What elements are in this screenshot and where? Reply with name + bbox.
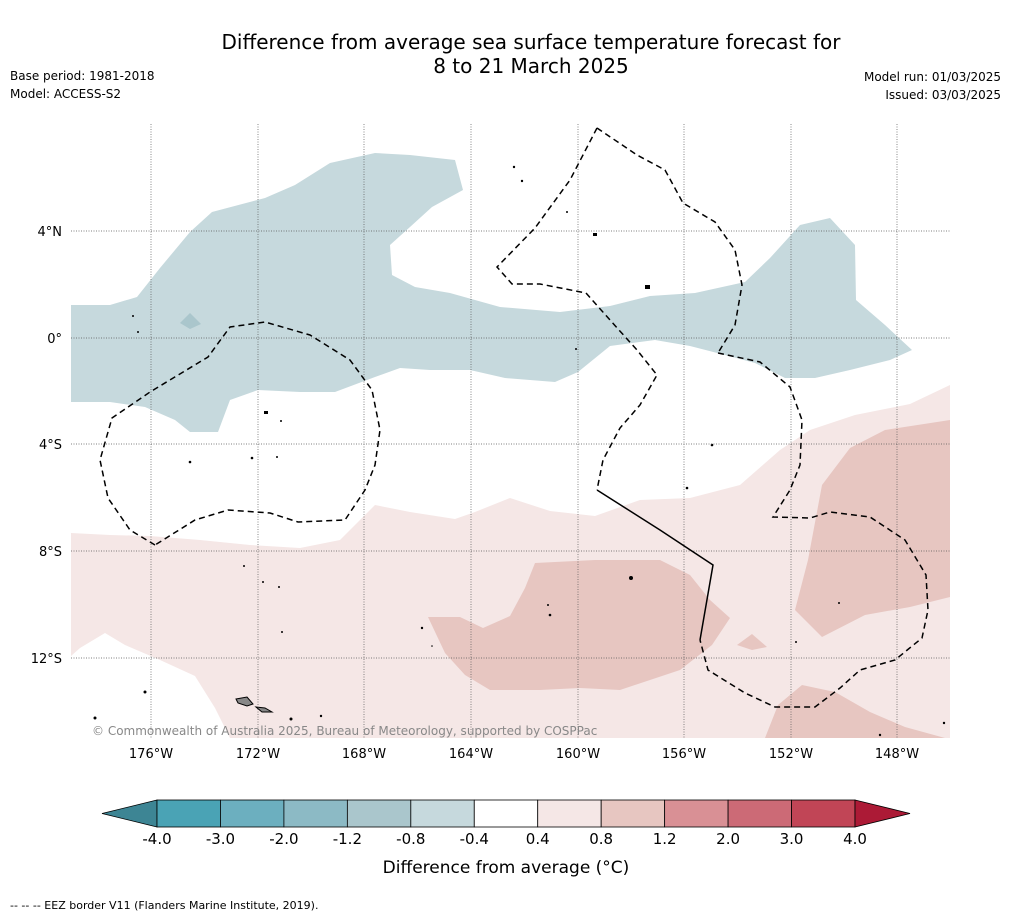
- gridlines: [71, 124, 950, 738]
- colorbar-segment: [346, 799, 412, 828]
- colorbar-tick-label: 3.0: [780, 830, 804, 848]
- colorbar-segment: [410, 799, 475, 828]
- eez-border-cooks: [699, 352, 929, 708]
- meta-right: Model run: 01/03/2025 Issued: 03/03/2025: [864, 68, 1001, 104]
- base-period: Base period: 1981-2018: [10, 69, 155, 83]
- lon-label-172w: 172°W: [236, 747, 280, 762]
- colorbar-tick-label: -0.4: [460, 830, 489, 848]
- lon-label-160w: 160°W: [556, 747, 600, 762]
- island-samoa-savaii: [235, 696, 254, 707]
- cool-anomaly-patch: [180, 313, 201, 329]
- lon-label-156w: 156°W: [662, 747, 706, 762]
- colorbar-tick-label: 1.2: [653, 830, 677, 848]
- lon-label-152w: 152°W: [769, 747, 813, 762]
- latitude-labels: 4°N 0° 4°S 8°S 12°S: [31, 225, 62, 667]
- lat-label-0: 0°: [47, 332, 62, 347]
- colorbar-tick-label: -2.0: [269, 830, 298, 848]
- lon-label-164w: 164°W: [449, 747, 493, 762]
- lat-label-8s: 8°S: [39, 545, 62, 560]
- island-samoa-upolu: [254, 706, 274, 713]
- title-line-2: 8 to 21 March 2025: [433, 54, 629, 78]
- meta-left: Base period: 1981-2018 Model: ACCESS-S2: [10, 67, 155, 103]
- eez-legend-note: -- -- -- EEZ border V11 (Flanders Marine…: [10, 899, 319, 912]
- colorbar-segments: [156, 799, 856, 828]
- colorbar-tick-label: 4.0: [843, 830, 867, 848]
- model-name: Model: ACCESS-S2: [10, 87, 122, 101]
- colorbar-segment: [537, 799, 602, 828]
- colorbar: -4.0 -3.0 -2.0 -1.2 -0.8 -0.4 0.4 0.8 1.2 2.0 3.0 4…: [101, 799, 911, 878]
- map-area: © Commonwealth of Australia 2025, Bureau…: [71, 124, 950, 738]
- islands: [93, 165, 946, 737]
- colorbar-segment: [791, 799, 856, 828]
- eez-border-phoenix: [596, 127, 743, 354]
- warm-anomaly-patch-southeast: [765, 685, 945, 738]
- issued-date: Issued: 03/03/2025: [885, 88, 1001, 102]
- colorbar-tick-label: 2.0: [716, 830, 740, 848]
- colorbar-segment: [283, 799, 348, 828]
- warm-anomaly-patch-small: [737, 634, 767, 650]
- colorbar-segment: [727, 799, 792, 828]
- title-line-1: Difference from average sea surface temp…: [221, 30, 841, 54]
- model-run: Model run: 01/03/2025: [863, 70, 1001, 84]
- eez-border-tokelau: [99, 321, 381, 546]
- warm-anomaly-patch-south: [428, 560, 730, 690]
- warm-anomaly-region: [71, 385, 950, 738]
- colorbar-tick-label: -3.0: [206, 830, 235, 848]
- lat-label-4s: 4°S: [39, 438, 62, 453]
- lon-label-148w: 148°W: [875, 747, 919, 762]
- warm-anomaly-patch-east: [795, 420, 950, 637]
- map-title: Difference from average sea surface temp…: [0, 30, 1011, 78]
- lon-label-168w: 168°W: [342, 747, 386, 762]
- colorbar-segment: [600, 799, 666, 828]
- eez-borders: [99, 127, 929, 708]
- colorbar-tick-labels: -4.0 -3.0 -2.0 -1.2 -0.8 -0.4 0.4 0.8 1.2 2.0 3.0 4…: [142, 830, 867, 848]
- eez-border-solid: [596, 489, 714, 641]
- longitude-labels: 176°W 172°W 168°W 164°W 160°W 156°W 152°…: [129, 747, 919, 762]
- colorbar-segment: [156, 799, 221, 828]
- colorbar-tick-label: 0.4: [526, 830, 550, 848]
- lon-label-176w: 176°W: [129, 747, 173, 762]
- colorbar-label: Difference from average (°C): [383, 858, 630, 878]
- lat-label-12s: 12°S: [31, 652, 62, 667]
- colorbar-segment: [473, 799, 539, 828]
- cool-anomaly-region: [71, 153, 912, 432]
- lat-label-4n: 4°N: [38, 225, 63, 240]
- copyright-notice: © Commonwealth of Australia 2025, Bureau…: [92, 724, 597, 738]
- colorbar-under-arrow: [101, 799, 158, 828]
- colorbar-tick-label: -0.8: [396, 830, 425, 848]
- colorbar-segment: [664, 799, 729, 828]
- colorbar-over-arrow: [854, 799, 911, 828]
- colorbar-tick-label: -4.0: [142, 830, 171, 848]
- colorbar-tick-label: 0.8: [589, 830, 613, 848]
- colorbar-tick-label: -1.2: [333, 830, 362, 848]
- colorbar-segment: [220, 799, 285, 828]
